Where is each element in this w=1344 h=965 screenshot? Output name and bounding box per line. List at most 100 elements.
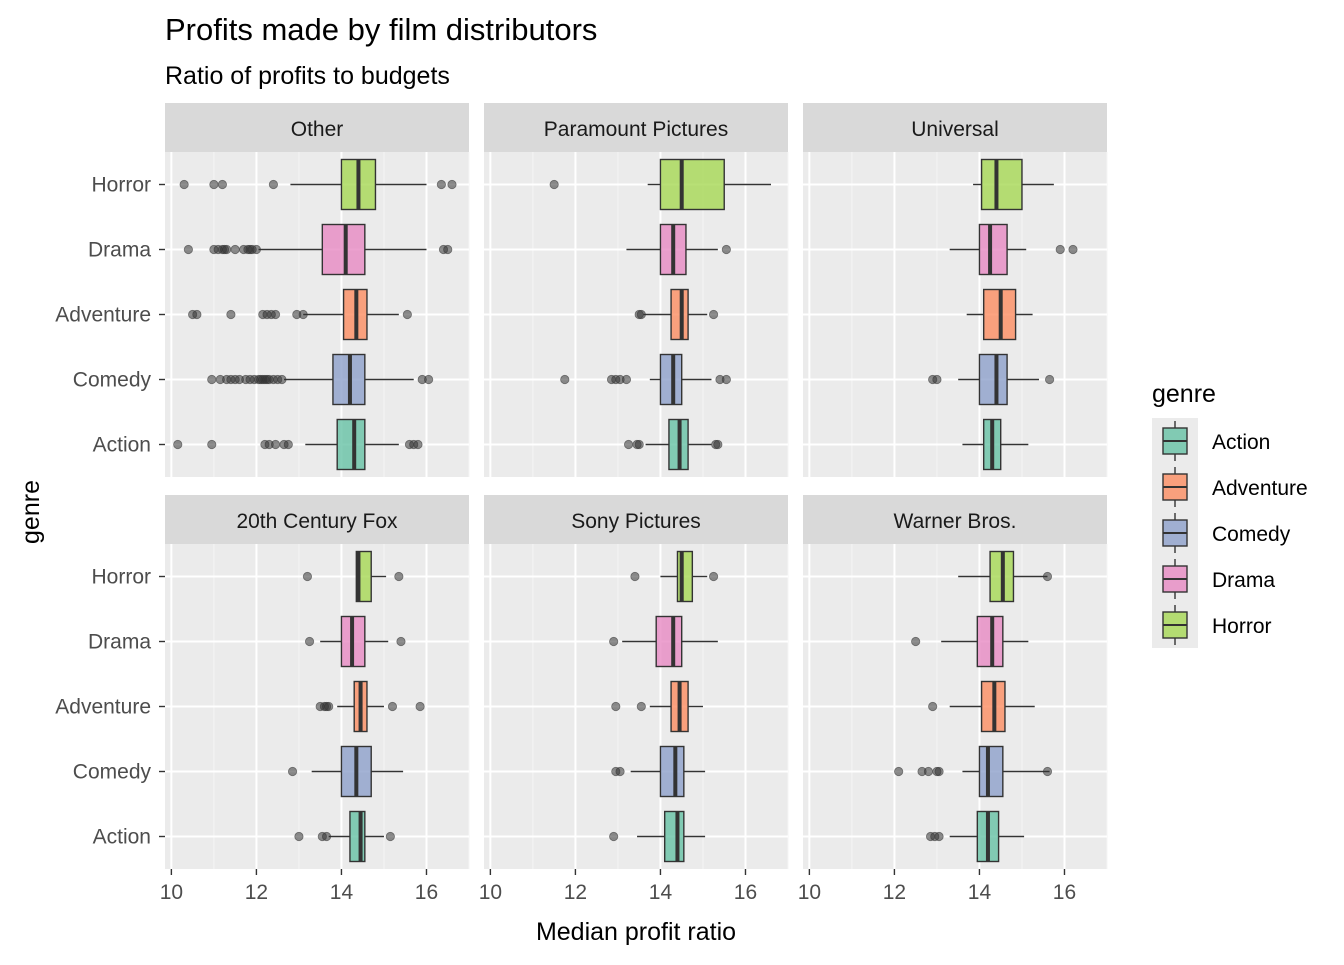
outlier-point bbox=[304, 636, 315, 647]
outlier-point bbox=[636, 701, 646, 712]
panel-sony-pictures: Sony Pictures 10 12 14 16 bbox=[479, 495, 789, 904]
outlier-point bbox=[630, 571, 640, 582]
legend-label-action: Action bbox=[1212, 431, 1270, 454]
box-20th-century-fox-drama bbox=[304, 615, 406, 668]
outlier-point bbox=[1068, 244, 1078, 255]
box-iqr bbox=[980, 158, 1023, 211]
strip-20th-century-fox bbox=[165, 495, 469, 544]
strip-label-20th-century-fox: 20th Century Fox bbox=[236, 510, 398, 533]
x-tick-label: 10 bbox=[798, 881, 821, 904]
box-other-action bbox=[173, 418, 423, 471]
panel-other: Other Horror Drama Adventure Comedy Action bbox=[55, 103, 470, 477]
chart-title: Profits made by film distributors bbox=[165, 12, 597, 47]
box-iqr bbox=[978, 223, 1008, 276]
box-universal-horror bbox=[973, 158, 1054, 211]
box-iqr bbox=[655, 615, 683, 668]
outlier-point bbox=[911, 636, 921, 647]
box-iqr bbox=[321, 223, 366, 276]
outlier-point bbox=[287, 766, 298, 777]
outlier-point bbox=[268, 179, 279, 190]
outlier-point bbox=[609, 831, 619, 842]
outlier-point bbox=[634, 439, 644, 450]
box-other-comedy bbox=[207, 353, 434, 406]
box-warner-bros-drama bbox=[911, 615, 1029, 668]
box-iqr bbox=[670, 288, 689, 341]
box-iqr bbox=[659, 158, 725, 211]
legend-item-horror: Horror bbox=[1162, 605, 1272, 645]
legend-item-adventure: Adventure bbox=[1162, 467, 1308, 507]
y-tick-label-adventure: Adventure bbox=[55, 696, 151, 719]
strip-label-other: Other bbox=[291, 118, 344, 141]
box-paramount-pictures-comedy bbox=[560, 353, 731, 406]
x-tick-label: 16 bbox=[415, 881, 438, 904]
box-warner-bros-comedy bbox=[894, 745, 1053, 798]
box-universal-adventure bbox=[966, 288, 1033, 341]
facet-panels: Other Horror Drama Adventure Comedy Action Par… bbox=[55, 103, 1108, 904]
x-tick-label: 10 bbox=[160, 881, 183, 904]
box-other-horror bbox=[179, 158, 457, 211]
outlier-point bbox=[270, 309, 281, 320]
panel-universal: Universal bbox=[803, 103, 1108, 477]
outlier-point bbox=[721, 244, 731, 255]
box-paramount-pictures-horror bbox=[549, 158, 771, 211]
outlier-point bbox=[207, 439, 217, 450]
box-sony-pictures-drama bbox=[609, 615, 718, 668]
box-other-adventure bbox=[188, 288, 412, 341]
outlier-point bbox=[209, 179, 219, 190]
box-20th-century-fox-action bbox=[294, 810, 395, 863]
outlier-point bbox=[413, 439, 423, 450]
panel-20th-century-fox: 20th Century Fox Horror Drama Adventure Come… bbox=[55, 495, 470, 904]
x-tick-label: 12 bbox=[245, 881, 268, 904]
outlier-point bbox=[179, 179, 189, 190]
outlier-point bbox=[294, 831, 304, 842]
outlier-point bbox=[192, 309, 202, 320]
outlier-point bbox=[1055, 244, 1065, 255]
x-tick-label: 14 bbox=[330, 881, 354, 904]
outlier-point bbox=[615, 766, 625, 777]
box-iqr bbox=[349, 810, 366, 863]
box-20th-century-fox-adventure bbox=[315, 680, 425, 733]
box-warner-bros-adventure bbox=[928, 680, 1035, 733]
y-axis-label: genre bbox=[17, 480, 45, 544]
box-iqr bbox=[978, 353, 1008, 406]
y-tick-label-drama: Drama bbox=[88, 631, 151, 654]
box-universal-action bbox=[962, 418, 1029, 471]
legend-item-comedy: Comedy bbox=[1162, 513, 1291, 553]
y-tick-label-comedy: Comedy bbox=[73, 369, 152, 392]
y-tick-label-comedy: Comedy bbox=[73, 761, 152, 784]
strip-label-sony-pictures: Sony Pictures bbox=[571, 510, 701, 533]
box-iqr bbox=[336, 418, 366, 471]
legend-item-drama: Drama bbox=[1162, 559, 1275, 599]
outlier-point bbox=[934, 831, 944, 842]
x-tick-label: 14 bbox=[968, 881, 992, 904]
strip-universal bbox=[803, 103, 1107, 152]
y-tick-label-horror: Horror bbox=[91, 174, 151, 197]
outlier-point bbox=[222, 244, 232, 255]
legend-label-adventure: Adventure bbox=[1212, 477, 1308, 500]
outlier-point bbox=[387, 701, 398, 712]
legend-title: genre bbox=[1152, 380, 1216, 408]
outlier-point bbox=[283, 439, 293, 450]
chart-subtitle: Ratio of profits to budgets bbox=[165, 62, 450, 90]
outlier-point bbox=[932, 374, 942, 385]
outlier-point bbox=[636, 309, 646, 320]
x-tick-label: 16 bbox=[1053, 881, 1076, 904]
box-paramount-pictures-drama bbox=[626, 223, 731, 276]
box-other-drama bbox=[183, 223, 453, 276]
outlier-point bbox=[251, 244, 262, 255]
strip-other bbox=[165, 103, 469, 152]
outlier-point bbox=[560, 374, 570, 385]
outlier-point bbox=[708, 571, 719, 582]
y-tick-label-action: Action bbox=[93, 826, 151, 849]
outlier-point bbox=[1042, 571, 1053, 582]
y-tick-label-horror: Horror bbox=[91, 566, 151, 589]
box-paramount-pictures-action bbox=[623, 418, 723, 471]
box-iqr bbox=[978, 745, 1004, 798]
box-iqr bbox=[659, 745, 685, 798]
outlier-point bbox=[298, 309, 308, 320]
x-tick-label: 12 bbox=[564, 881, 587, 904]
legend-label-horror: Horror bbox=[1212, 615, 1272, 638]
outlier-point bbox=[443, 244, 453, 255]
